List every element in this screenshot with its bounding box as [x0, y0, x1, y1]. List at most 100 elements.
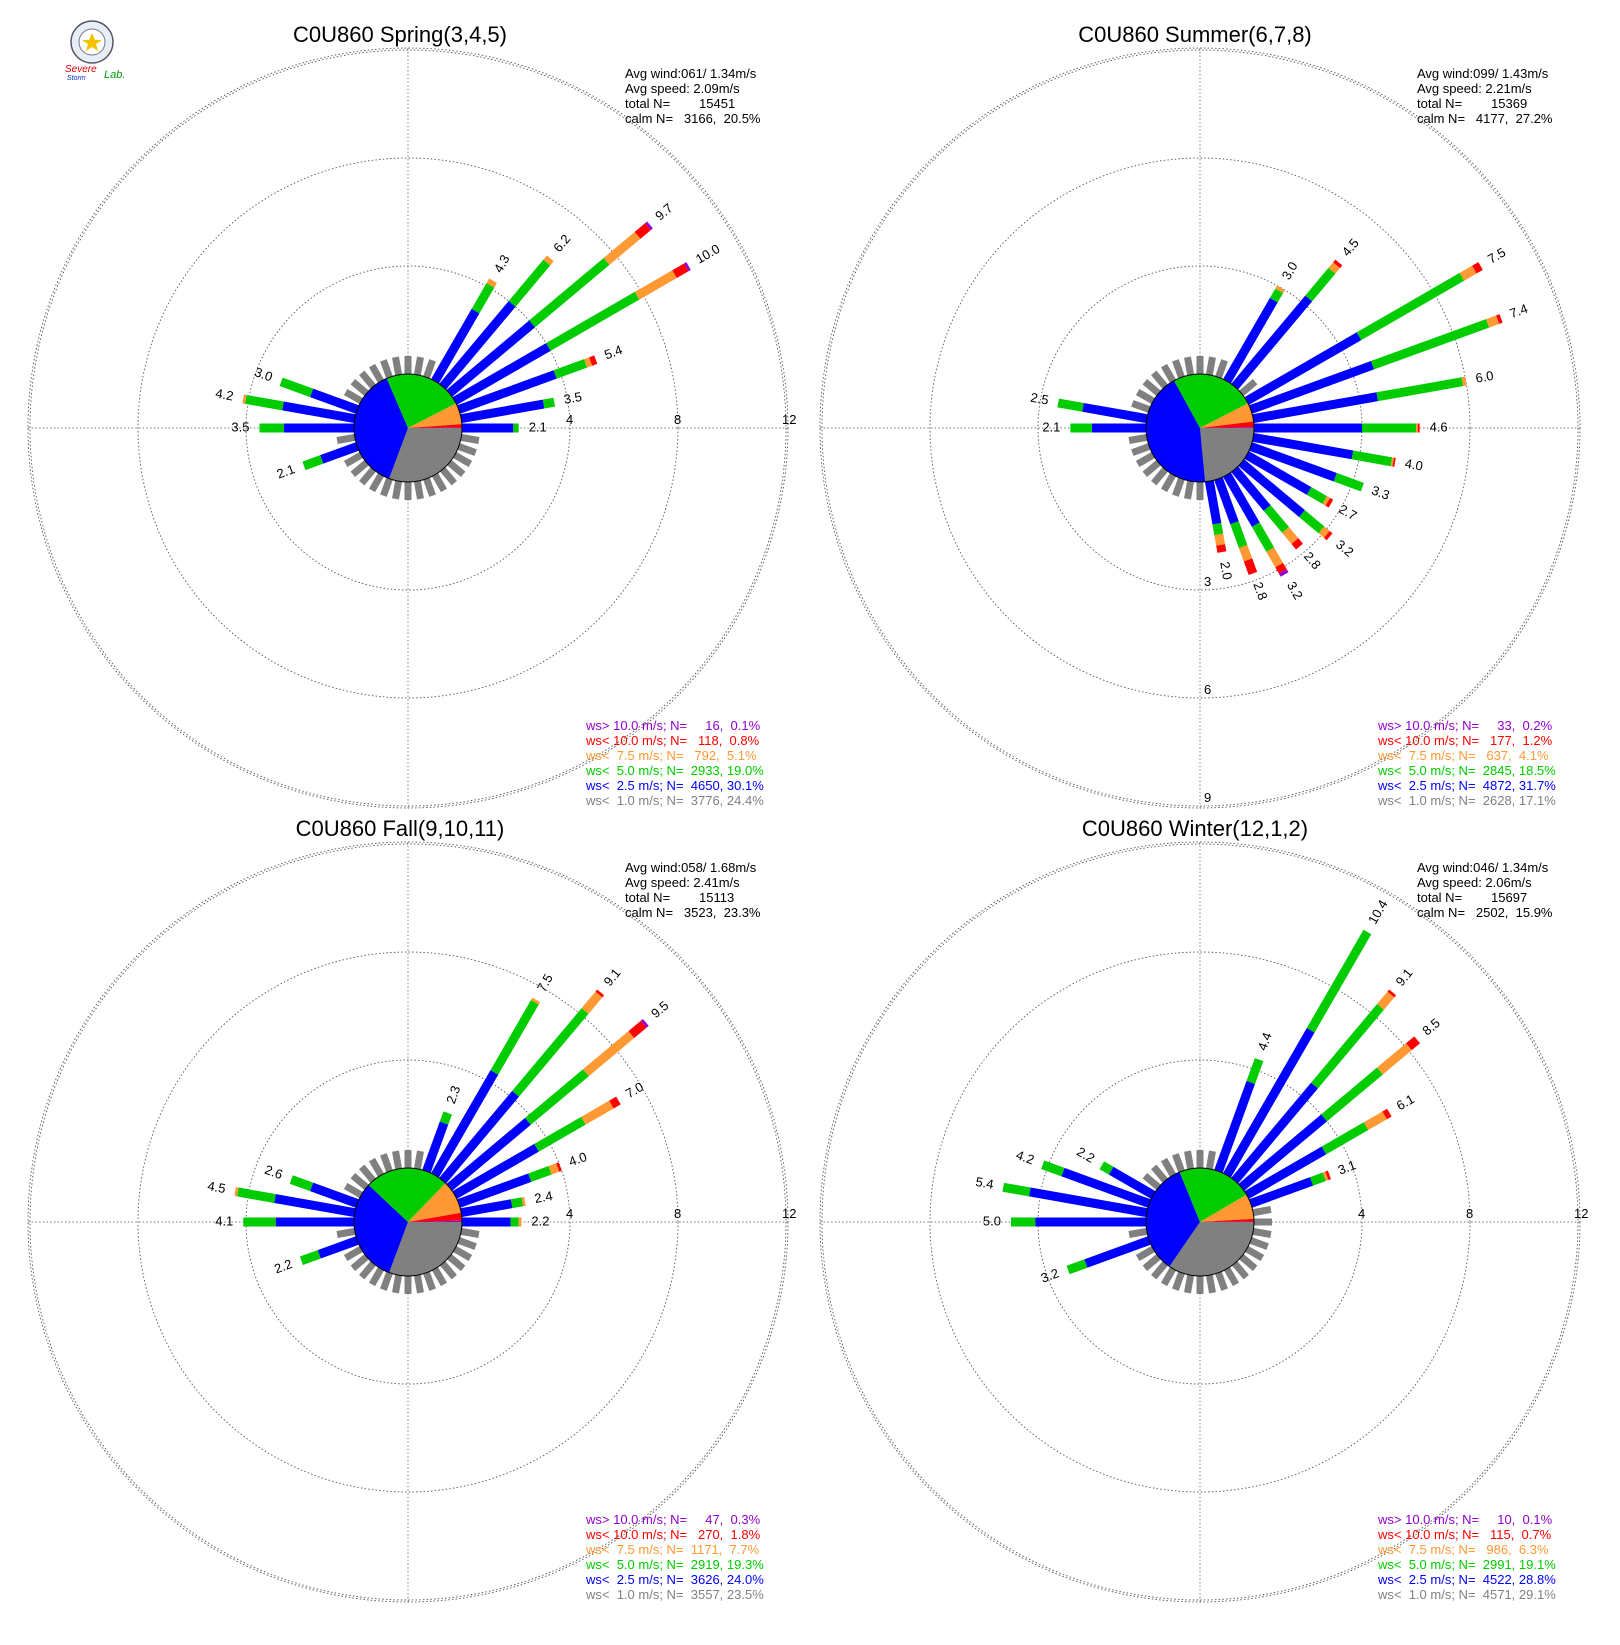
minor-petal — [417, 481, 420, 499]
petal-segment — [637, 274, 674, 296]
logo-line2: Storm — [67, 75, 86, 82]
petal-segment — [1219, 534, 1221, 545]
petal-segment — [304, 459, 322, 465]
minor-petal — [426, 360, 432, 377]
minor-petal — [1132, 446, 1149, 452]
petal-segment — [1270, 550, 1279, 566]
minor-petal — [449, 1257, 463, 1269]
stat-line: Avg wind:061/ 1.34m/s — [625, 66, 757, 81]
stat-line: Avg wind:099/ 1.43m/s — [1417, 66, 1549, 81]
minor-petal — [346, 455, 362, 464]
petal-segment — [537, 1121, 584, 1148]
petal-segment — [1337, 263, 1339, 266]
petal-segment — [675, 267, 687, 274]
petal-segment — [1391, 992, 1393, 994]
petal-label: 4.3 — [491, 252, 513, 275]
pie-slice — [1200, 428, 1254, 482]
petal-label: 9.1 — [601, 965, 624, 988]
petal-segment — [648, 225, 650, 227]
petal-segment — [535, 1000, 536, 1002]
minor-petal — [1251, 1240, 1268, 1246]
legend-entry: ws< 7.5 m/s; N= 792, 5.1% — [585, 748, 757, 763]
minor-petal — [449, 463, 463, 475]
minor-petal — [1175, 360, 1181, 377]
minor-petal — [1164, 1269, 1173, 1285]
chart-title: C0U860 Spring(3,4,5) — [293, 22, 507, 47]
minor-petal — [455, 455, 471, 464]
ring-label: 4 — [566, 1206, 573, 1221]
petal-segment — [238, 1192, 275, 1199]
petal-segment — [1377, 382, 1462, 397]
minor-petal — [426, 1273, 432, 1290]
petal-segment — [1380, 994, 1390, 1006]
minor-petal — [1209, 1151, 1212, 1169]
petal-label: 4.2 — [1014, 1147, 1036, 1167]
minor-petal — [1154, 373, 1166, 387]
petal-segment — [1102, 1165, 1111, 1170]
stat-line: calm N= 2502, 15.9% — [1417, 905, 1553, 920]
minor-petal — [1241, 1257, 1255, 1269]
petal-segment — [1352, 455, 1391, 462]
petal-segment — [281, 382, 311, 393]
petal-label: 2.3 — [443, 1084, 463, 1106]
minor-petal — [1138, 1249, 1154, 1258]
panel-summer: C0U860 Summer(6,7,8)Avg wind:099/ 1.43m/… — [820, 22, 1580, 808]
petal-segment — [444, 1113, 448, 1123]
petal-label: 7.0 — [623, 1079, 646, 1101]
minor-petal — [1129, 1231, 1147, 1234]
petal-label: 2.4 — [533, 1188, 553, 1206]
logo-line1: Severe — [65, 64, 97, 75]
minor-petal — [362, 1263, 374, 1277]
minor-petal — [353, 463, 367, 475]
legend-entry: ws> 10.0 m/s; N= 10, 0.1% — [1377, 1512, 1553, 1527]
petal-segment — [547, 258, 550, 262]
petal-segment — [476, 285, 491, 311]
ring-label: 8 — [1466, 1206, 1473, 1221]
minor-petal — [346, 392, 362, 401]
petal-segment — [1274, 291, 1279, 300]
minor-petal — [426, 479, 432, 496]
petal-segment — [1043, 1165, 1063, 1172]
minor-petal — [1145, 1257, 1159, 1269]
minor-petal — [1175, 1154, 1181, 1171]
minor-petal — [435, 475, 444, 491]
minor-petal — [435, 1269, 444, 1285]
petal-segment — [1286, 530, 1295, 541]
petal-segment — [555, 363, 585, 374]
petal-label: 10.4 — [1365, 897, 1391, 926]
ring-label: 12 — [1574, 1206, 1588, 1221]
minor-petal — [1187, 1275, 1190, 1293]
petal-label: 2.7 — [1336, 501, 1359, 523]
petal-label: 2.0 — [1217, 560, 1235, 580]
ring-label: 3 — [1204, 574, 1211, 589]
petal-segment — [1385, 1113, 1390, 1116]
minor-petal — [383, 1273, 389, 1290]
petal-label: 7.5 — [534, 971, 556, 994]
petal-segment — [1335, 477, 1362, 487]
petal-segment — [1068, 1264, 1086, 1270]
stat-line: calm N= 4177, 27.2% — [1417, 111, 1553, 126]
petal-label: 6.1 — [1394, 1091, 1417, 1113]
petal-segment — [494, 1002, 535, 1072]
petal-segment — [1058, 403, 1083, 407]
petal-segment — [1256, 525, 1270, 550]
panel-spring: C0U860 Spring(3,4,5) Avg wind:061/ 1.34m/… — [28, 22, 796, 808]
minor-petal — [383, 479, 389, 496]
minor-petal — [1253, 1209, 1271, 1212]
petal-segment — [1209, 481, 1217, 524]
stat-line: calm N= 3523, 23.3% — [625, 905, 761, 920]
minor-petal — [1145, 382, 1159, 394]
ring-label: 12 — [782, 1206, 796, 1221]
minor-petal — [1175, 479, 1181, 496]
petal-segment — [1324, 1126, 1366, 1150]
chart-title: C0U860 Winter(12,1,2) — [1082, 816, 1308, 841]
minor-petal — [1253, 1231, 1271, 1234]
petal-label: 7.5 — [1485, 245, 1508, 267]
petal-label: 3.5 — [563, 389, 583, 407]
petal-segment — [1003, 1187, 1030, 1192]
petal-segment — [490, 281, 493, 286]
legend-entry: ws< 10.0 m/s; N= 270, 1.8% — [585, 1527, 761, 1542]
petal-label: 3.3 — [1370, 482, 1392, 502]
petal-segment — [599, 992, 601, 994]
stat-line: Avg wind:058/ 1.68m/s — [625, 860, 757, 875]
